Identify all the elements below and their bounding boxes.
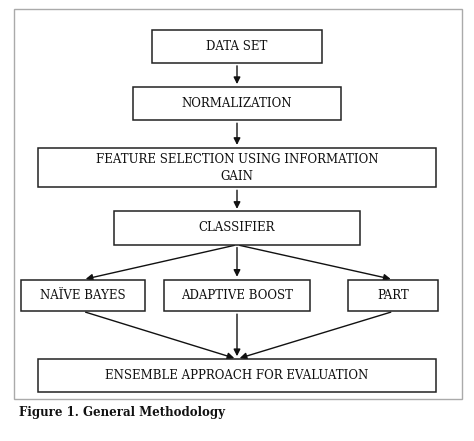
Text: DATA SET: DATA SET [206, 40, 268, 53]
Bar [152, 30, 322, 63]
Bar [133, 87, 341, 120]
Bar [38, 148, 436, 187]
Text: ENSEMBLE APPROACH FOR EVALUATION: ENSEMBLE APPROACH FOR EVALUATION [105, 369, 369, 382]
Text: Figure 1. General Methodology: Figure 1. General Methodology [19, 406, 225, 419]
Bar [114, 212, 360, 244]
Text: FEATURE SELECTION USING INFORMATION
GAIN: FEATURE SELECTION USING INFORMATION GAIN [96, 153, 378, 183]
Text: PART: PART [378, 289, 409, 302]
Text: ADAPTIVE BOOST: ADAPTIVE BOOST [181, 289, 293, 302]
Bar [21, 280, 145, 311]
Bar [348, 280, 438, 311]
Text: CLASSIFIER: CLASSIFIER [199, 221, 275, 235]
Bar [164, 280, 310, 311]
Bar [14, 9, 462, 399]
Text: NAÏVE BAYES: NAÏVE BAYES [40, 289, 126, 302]
Text: NORMALIZATION: NORMALIZATION [182, 97, 292, 110]
Bar [38, 359, 436, 392]
